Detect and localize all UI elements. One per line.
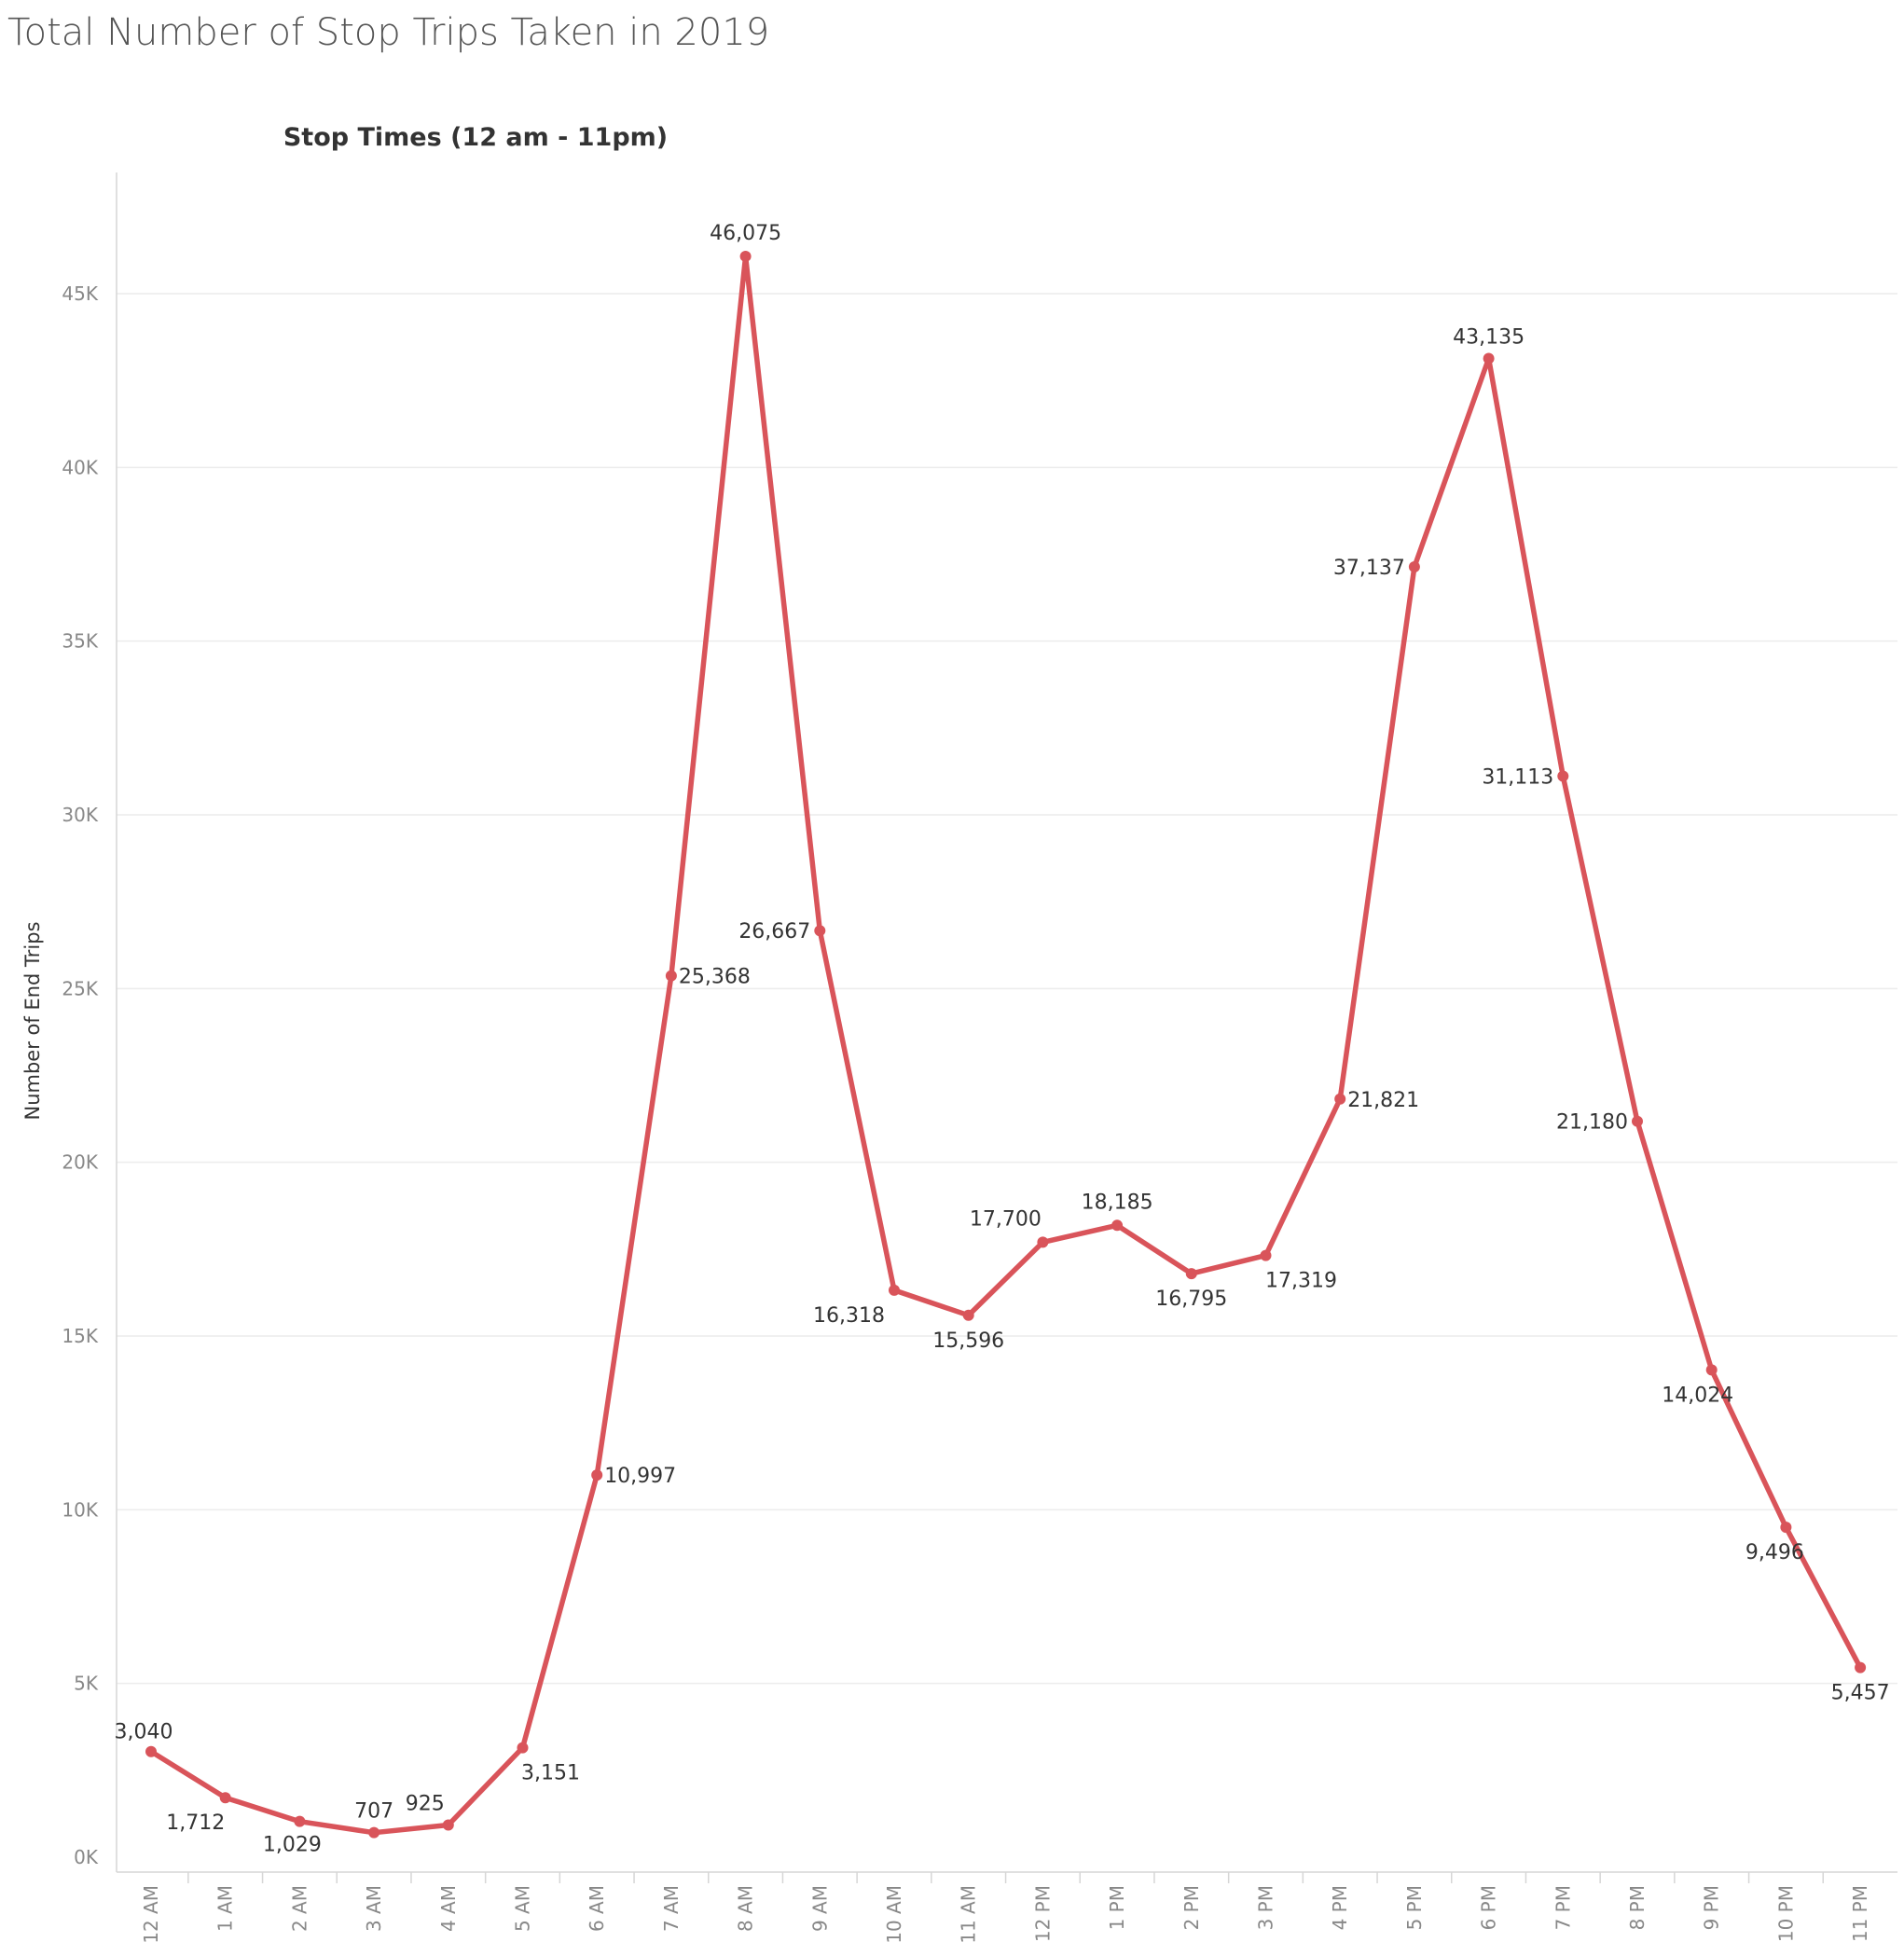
x-tick-label: 4 PM xyxy=(1329,1885,1351,1930)
y-tick-label: 40K xyxy=(62,456,98,478)
data-labels: 3,040 1,712 1,029 707 925 3,151 10,997 25,368 46… xyxy=(115,222,1890,1857)
data-label: 10,997 xyxy=(604,1465,676,1488)
y-tick-label: 10K xyxy=(62,1498,98,1521)
y-tick-label: 20K xyxy=(62,1151,98,1174)
data-label: 3,040 xyxy=(115,1721,173,1744)
data-point xyxy=(1705,1364,1718,1376)
data-point xyxy=(145,1745,157,1757)
x-tick-label: 5 AM xyxy=(512,1885,534,1932)
data-label: 26,667 xyxy=(738,920,810,944)
x-tick-label: 10 PM xyxy=(1774,1885,1797,1942)
series-line xyxy=(148,254,1863,1836)
data-point xyxy=(1260,1249,1272,1261)
data-label: 21,821 xyxy=(1347,1089,1419,1112)
data-point xyxy=(517,1742,529,1754)
data-label: 21,180 xyxy=(1556,1111,1628,1135)
y-axis-label: Number of End Trips xyxy=(21,921,44,1120)
y-tick-label: 5K xyxy=(74,1673,99,1695)
data-label: 16,318 xyxy=(813,1304,885,1328)
data-label: 14,024 xyxy=(1662,1384,1733,1407)
data-label: 925 xyxy=(406,1793,445,1816)
data-point xyxy=(1855,1661,1867,1674)
main-title: Total Number of Stop Trips Taken in 2019 xyxy=(7,11,770,54)
x-tick-label: 1 AM xyxy=(214,1885,237,1932)
data-point xyxy=(442,1819,454,1831)
data-label: 1,029 xyxy=(263,1834,322,1857)
x-tick-label: 3 PM xyxy=(1255,1885,1277,1930)
data-label: 3,151 xyxy=(521,1762,580,1785)
data-label: 25,368 xyxy=(679,966,751,989)
x-tick-label: 2 AM xyxy=(288,1885,310,1932)
data-point xyxy=(665,970,677,982)
data-point xyxy=(591,1469,603,1481)
data-label: 15,596 xyxy=(932,1329,1004,1353)
y-tick-label: 25K xyxy=(62,977,98,999)
data-point xyxy=(368,1826,380,1839)
series-line-layer xyxy=(148,254,1863,1836)
data-point xyxy=(889,1284,900,1296)
x-tick-label: 9 PM xyxy=(1701,1885,1723,1930)
x-tick-label: 7 PM xyxy=(1552,1885,1574,1930)
x-tick-label: 8 AM xyxy=(735,1885,757,1932)
data-point xyxy=(1557,770,1569,782)
data-point xyxy=(1185,1268,1197,1280)
y-tick-label: 35K xyxy=(62,630,98,653)
x-tick-label: 4 AM xyxy=(437,1885,460,1932)
data-label: 18,185 xyxy=(1082,1191,1153,1214)
data-label: 707 xyxy=(354,1800,393,1824)
x-axis-ticks: 12 AM 1 AM 2 AM 3 AM 4 AM 5 AM 6 AM 7 AM 8 AM 9 A… xyxy=(140,1872,1871,1944)
data-point xyxy=(739,250,752,262)
data-label: 17,319 xyxy=(1265,1270,1337,1293)
data-label: 5,457 xyxy=(1831,1682,1890,1705)
x-tick-label: 12 AM xyxy=(140,1885,162,1944)
data-point xyxy=(1408,561,1420,573)
x-tick-label: 7 AM xyxy=(660,1885,683,1932)
data-label: 46,075 xyxy=(710,222,781,245)
data-label: 31,113 xyxy=(1482,766,1553,790)
chart-title: Stop Times (12 am - 11pm) xyxy=(283,123,668,152)
data-point xyxy=(1037,1236,1049,1248)
y-tick-label: 30K xyxy=(62,804,98,826)
data-points xyxy=(145,250,1867,1839)
data-point xyxy=(962,1309,974,1321)
data-point xyxy=(1780,1522,1792,1534)
data-point xyxy=(1632,1115,1643,1127)
data-point xyxy=(1483,352,1495,365)
x-tick-label: 9 AM xyxy=(808,1885,831,1932)
data-label: 37,137 xyxy=(1333,557,1405,580)
data-label: 16,795 xyxy=(1155,1288,1227,1311)
data-point xyxy=(814,925,826,937)
x-tick-label: 6 PM xyxy=(1478,1885,1500,1930)
x-tick-label: 8 PM xyxy=(1626,1885,1649,1930)
x-tick-label: 5 PM xyxy=(1403,1885,1426,1930)
x-tick-label: 11 AM xyxy=(958,1885,980,1944)
y-tick-label: 45K xyxy=(62,282,98,305)
data-point xyxy=(219,1792,231,1804)
data-label: 1,712 xyxy=(166,1811,225,1835)
y-tick-label: 15K xyxy=(62,1325,98,1347)
data-label: 17,700 xyxy=(970,1207,1042,1231)
data-point xyxy=(1111,1219,1124,1232)
x-tick-label: 6 AM xyxy=(586,1885,608,1932)
x-tick-label: 3 AM xyxy=(363,1885,385,1932)
y-axis-ticks: 0K 5K 10K 15K 20K 25K 30K 35K 40K 45K xyxy=(62,282,98,1868)
data-point xyxy=(1334,1093,1346,1105)
data-label: 43,135 xyxy=(1453,326,1525,350)
gridlines xyxy=(117,293,1897,1685)
x-tick-label: 11 PM xyxy=(1849,1885,1871,1942)
y-tick-label: 0K xyxy=(74,1846,99,1868)
x-tick-label: 12 PM xyxy=(1031,1885,1054,1942)
x-tick-label: 2 PM xyxy=(1180,1885,1203,1930)
data-point xyxy=(294,1815,306,1827)
x-tick-label: 1 PM xyxy=(1106,1885,1128,1930)
axes xyxy=(116,172,1897,1873)
x-tick-label: 10 AM xyxy=(883,1885,905,1944)
data-label: 9,496 xyxy=(1745,1541,1804,1564)
